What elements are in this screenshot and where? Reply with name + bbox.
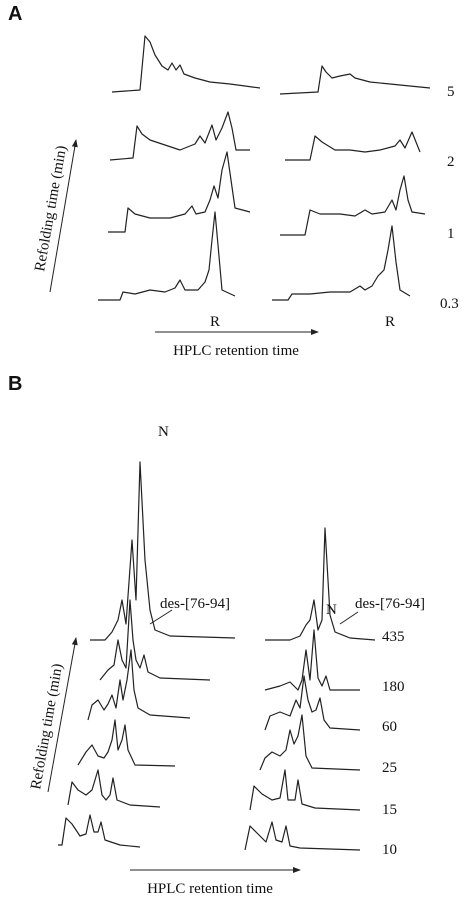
time-label: 0.3 (440, 296, 459, 312)
x-axis-label: HPLC retention time (147, 881, 273, 897)
traces-a (98, 35, 431, 301)
peak-label: R (385, 314, 395, 330)
time-label: 10 (382, 842, 397, 858)
time-label: 15 (382, 802, 397, 818)
panel-label: B (8, 373, 22, 395)
time-label: 25 (382, 760, 397, 776)
time-label: 1 (447, 226, 455, 242)
peak-label: N (326, 602, 337, 618)
y-axis-arrow (49, 139, 78, 293)
y-axis-arrow (47, 637, 78, 793)
time-label: 2 (447, 154, 455, 170)
panel-label: A (8, 3, 22, 25)
time-label: 180 (382, 679, 405, 695)
traces-b (58, 461, 376, 851)
time-label: 435 (382, 629, 405, 645)
peak-label: N (158, 424, 169, 440)
time-label: 60 (382, 719, 397, 735)
peak-label: R (210, 314, 220, 330)
peak-label: des-[76-94] (355, 596, 425, 612)
x-axis-label: HPLC retention time (173, 343, 299, 359)
peak-label: des-[76-94] (160, 596, 230, 612)
time-label: 5 (447, 84, 455, 100)
